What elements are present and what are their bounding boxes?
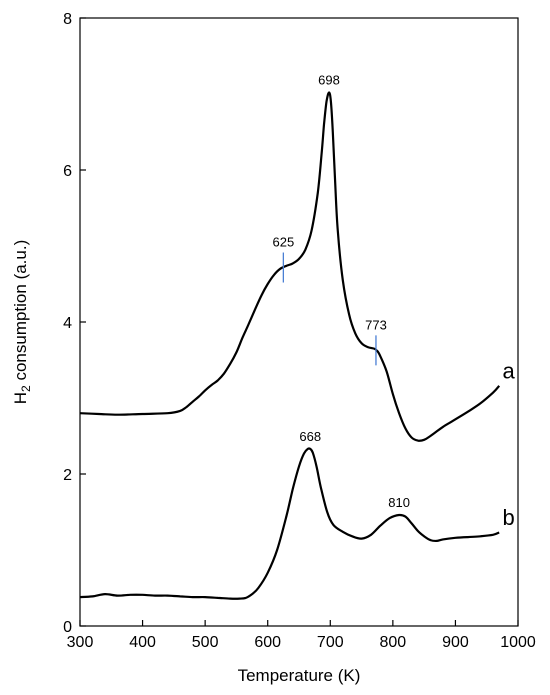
peak-label: 810 xyxy=(388,495,410,510)
series-line-a xyxy=(79,91,501,442)
x-axis: 300 400 500 600 700 800 900 1000 xyxy=(67,620,536,651)
x-axis-title: Temperature (K) xyxy=(238,666,361,685)
peak-label: 698 xyxy=(318,72,340,87)
y-tick-label: 4 xyxy=(63,315,72,332)
annotation-layer: 698 625 773 668 810 a b xyxy=(273,72,516,530)
y-tick-label: 2 xyxy=(63,467,72,484)
y-axis-title-rest: consumption (a.u.) xyxy=(11,240,30,386)
x-tick-label: 900 xyxy=(442,634,469,651)
x-tick-label: 500 xyxy=(192,634,219,651)
x-tick-label: 300 xyxy=(67,634,94,651)
y-axis-title-h: H xyxy=(11,392,30,404)
series-label: a xyxy=(502,358,515,383)
y-tick-label: 8 xyxy=(63,11,72,28)
series-line-b xyxy=(79,447,500,600)
plot-frame xyxy=(79,17,519,627)
y-tick-label: 0 xyxy=(63,619,72,636)
x-tick-label: 400 xyxy=(129,634,156,651)
y-axis: 0 2 4 6 8 xyxy=(63,11,86,636)
peak-label: 625 xyxy=(273,235,295,250)
x-tick-label: 600 xyxy=(254,634,281,651)
peak-label: 773 xyxy=(365,317,387,332)
peak-label: 668 xyxy=(299,429,321,444)
x-tick-label: 700 xyxy=(317,634,344,651)
y-tick-label: 6 xyxy=(63,163,72,180)
x-tick-label: 800 xyxy=(380,634,407,651)
y-axis-title-subscript: 2 xyxy=(19,385,33,392)
series-layer xyxy=(79,91,501,600)
y-axis-title: H2 consumption (a.u.) xyxy=(11,240,33,404)
x-tick-label: 1000 xyxy=(500,634,536,651)
series-label: b xyxy=(502,505,514,530)
